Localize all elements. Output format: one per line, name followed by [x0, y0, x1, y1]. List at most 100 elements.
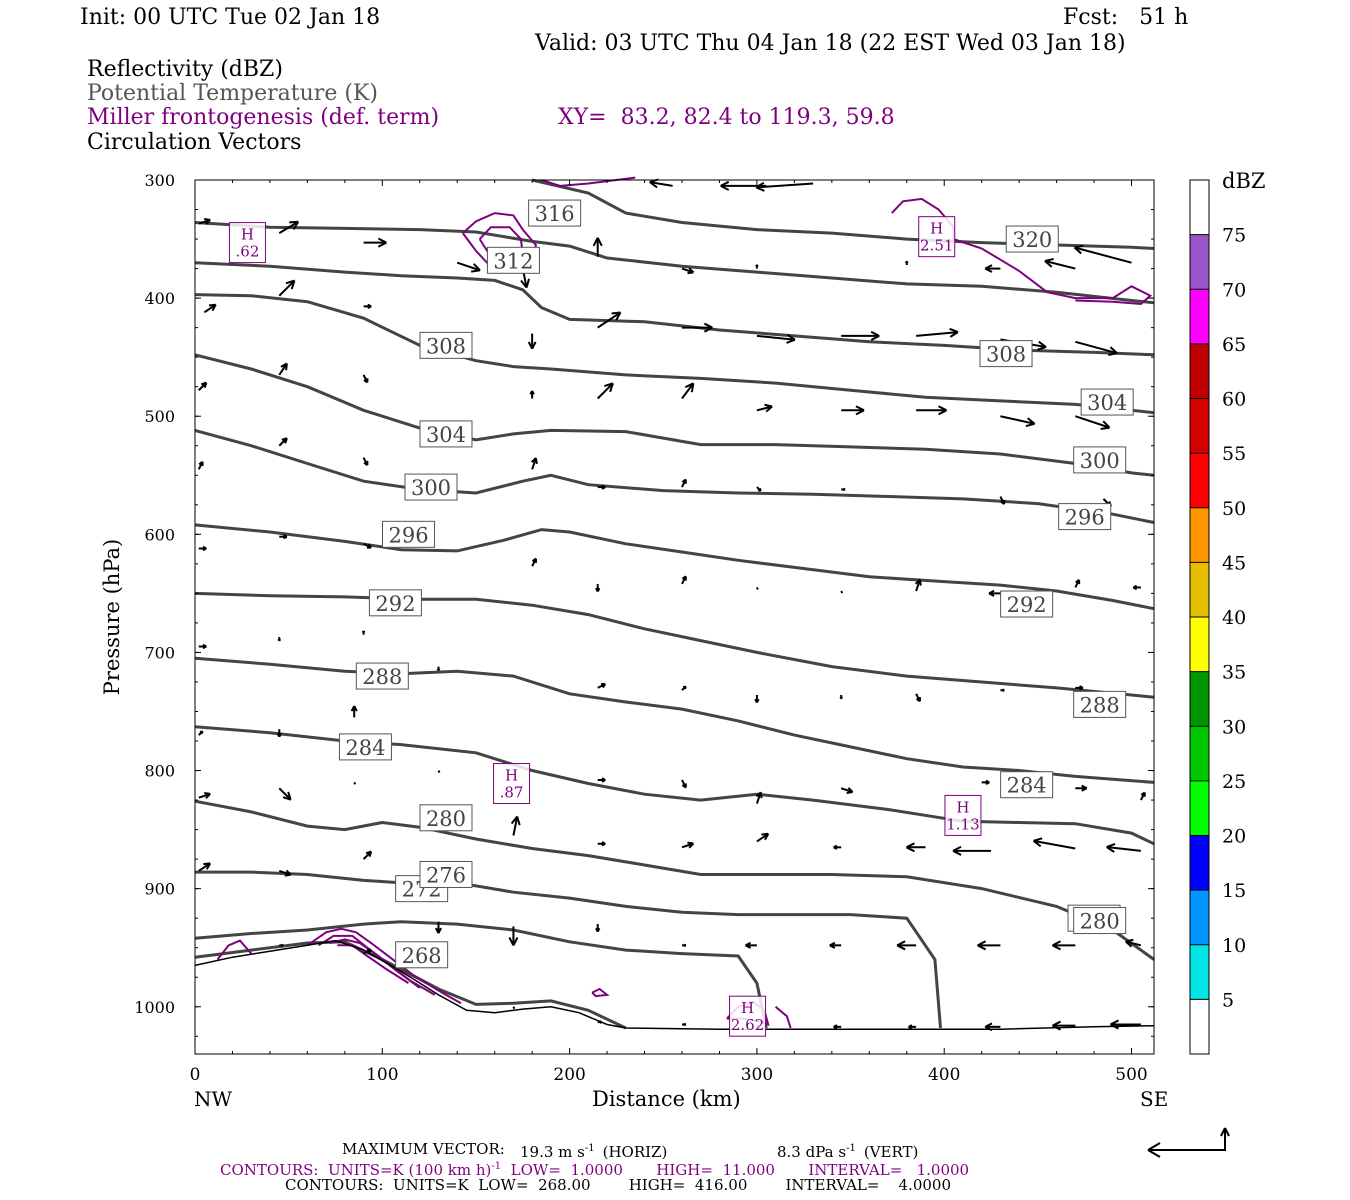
theta-contour-300	[194, 428, 1155, 524]
circulation-vector	[198, 643, 207, 650]
max-vector-vert-unit: (VERT)	[863, 1143, 919, 1161]
theta-label: 280	[1080, 910, 1120, 934]
vector-head	[280, 943, 284, 948]
field-reflectivity: Reflectivity (dBZ)	[87, 57, 283, 82]
vector-head	[436, 668, 441, 671]
vector-head	[276, 732, 282, 738]
max-vector-label: MAXIMUM VECTOR:	[342, 1140, 505, 1158]
vector-head	[470, 263, 481, 273]
init-time: Init: 00 UTC Tue 02 Jan 18	[80, 5, 381, 30]
circulation-vector	[197, 460, 204, 470]
theta-contour-308	[194, 293, 1155, 415]
colorbar-label: 25	[1222, 771, 1246, 793]
vector-head	[1125, 938, 1134, 948]
vector-shaft	[756, 182, 814, 189]
circulation-vector	[841, 405, 865, 416]
theta-contour-280	[194, 799, 1155, 961]
max-vector-vert-exponent: -1	[846, 1143, 856, 1154]
frontogenesis-max-value: 1.13	[946, 815, 979, 833]
circulation-vector	[681, 685, 687, 691]
circulation-vector	[1139, 791, 1146, 801]
frontogenesis-max-label: H	[241, 226, 254, 244]
field-frontogenesis: Miller frontogenesis (def. term)	[87, 105, 440, 130]
vector-head	[363, 378, 369, 384]
theta-label: 320	[1012, 228, 1052, 252]
vector-head	[833, 1024, 838, 1030]
theta-label: 300	[411, 476, 451, 500]
frontogenesis-max-value: 2.62	[731, 1016, 764, 1034]
theta-label: 268	[402, 944, 442, 968]
circulation-vector	[1110, 1019, 1141, 1030]
circulation-vector	[363, 948, 372, 955]
frontogenesis-contour-surface-small	[591, 987, 610, 998]
colorbar-segment	[1190, 999, 1209, 1054]
circulation-vector	[597, 841, 606, 847]
circulation-vector	[1052, 1020, 1076, 1031]
circulation-vector	[597, 683, 607, 689]
plot-frame	[194, 179, 1155, 1055]
colorbar-segment	[1190, 835, 1209, 891]
vector-head	[508, 936, 519, 946]
circulation-vector	[531, 557, 537, 567]
vector-head	[204, 792, 211, 799]
vector-head	[985, 779, 990, 785]
vector-head	[1110, 1019, 1119, 1030]
vector-head	[277, 638, 282, 642]
theta-label: 284	[1007, 774, 1047, 798]
theta-label-box	[395, 941, 449, 969]
vector-head	[1075, 579, 1081, 585]
vector-shaft	[649, 181, 673, 187]
vector-shaft	[1044, 260, 1076, 270]
y-axis-title: Pressure (hPa)	[100, 538, 124, 696]
vector-shaft	[756, 334, 796, 341]
frontogenesis-contour-info: CONTOURS: UNITS=K (100 km h)-1 LOW= 1.00…	[220, 1159, 969, 1178]
colorbar-label: 65	[1222, 334, 1246, 356]
circulation-vector	[278, 437, 288, 447]
vector-shaft	[353, 781, 357, 785]
vector-head	[611, 311, 622, 321]
vector-head	[906, 842, 915, 853]
vector-head	[755, 791, 763, 799]
vector-head	[1132, 584, 1138, 591]
circulation-vector	[1075, 415, 1111, 430]
vector-shaft	[198, 862, 211, 872]
vector-head	[703, 322, 713, 333]
vector-shaft	[916, 331, 959, 337]
theta-label: 316	[535, 202, 575, 226]
circulation-vector	[362, 374, 369, 384]
colorbar-label: 15	[1222, 880, 1246, 902]
axes: 300 400 500 600 700 800 900 1000 0 100 200 300 400 50…	[134, 171, 1155, 1085]
circulation-vector	[362, 850, 373, 860]
circulation-vector	[597, 777, 606, 783]
vector-head	[1000, 499, 1006, 505]
vector-shaft	[840, 590, 844, 594]
theta-label-box	[1073, 690, 1127, 718]
circulation-vector	[198, 381, 208, 391]
vector-head	[595, 927, 601, 933]
vector-head	[1025, 417, 1036, 428]
circulation-vector	[908, 1024, 917, 1030]
circulation-vector	[681, 1022, 687, 1027]
vector-head	[681, 575, 687, 581]
colorbar-segment	[1190, 562, 1209, 617]
frontogenesis-max-value: .87	[500, 784, 524, 802]
theta-label-box	[1000, 590, 1054, 618]
theta-label-box	[368, 589, 422, 617]
vector-head	[361, 630, 366, 634]
vector-head	[601, 484, 606, 490]
y-tick-label: 300	[144, 171, 175, 190]
vector-head	[202, 643, 207, 650]
vector-shaft	[756, 832, 769, 843]
circulation-vector	[510, 815, 521, 836]
circulation-vector	[840, 590, 844, 594]
field-potential-temperature: Potential Temperature (K)	[87, 81, 378, 106]
circulation-vector	[906, 842, 926, 853]
colorbar-segment	[1190, 944, 1209, 1000]
vector-head	[905, 260, 909, 264]
circulation-vector	[896, 940, 917, 951]
circulation-vector	[596, 382, 614, 400]
circulation-vector	[198, 730, 204, 736]
vector-head	[908, 1024, 913, 1030]
vector-head	[281, 437, 288, 444]
theta-label-box	[1058, 503, 1112, 531]
